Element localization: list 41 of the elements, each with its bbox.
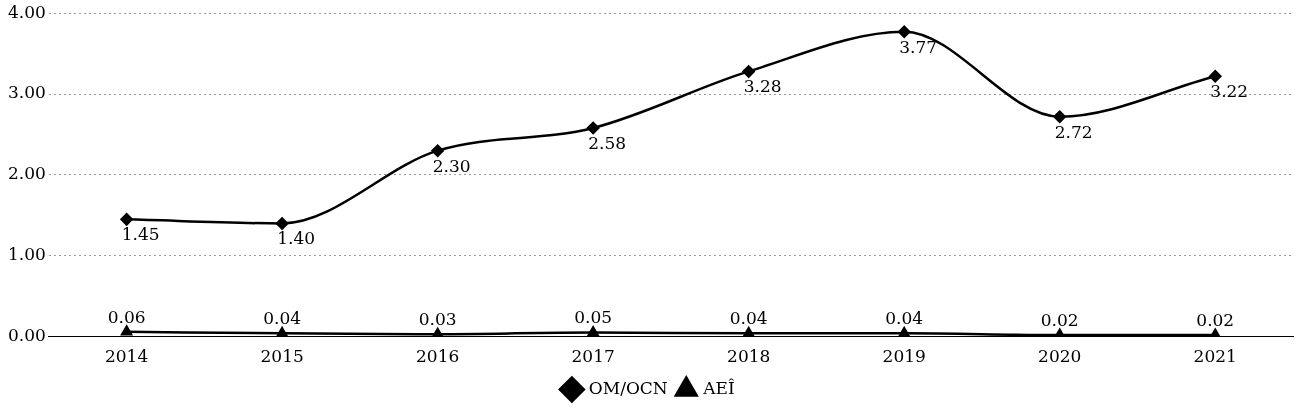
- data-label: 0.03: [418, 309, 457, 330]
- point: [586, 121, 600, 135]
- data-label: 0.04: [885, 308, 924, 329]
- point: [120, 213, 133, 226]
- point: [431, 144, 444, 157]
- x-tick-label: 2016: [416, 346, 460, 367]
- point: [742, 65, 755, 78]
- data-label: 0.02: [1040, 309, 1079, 330]
- x-tick-label: 2020: [1038, 346, 1082, 367]
- data-label: 3.77: [899, 36, 938, 57]
- y-tick-label: 0.00: [7, 325, 46, 346]
- x-tick-label: 2021: [1193, 346, 1237, 367]
- data-label: 0.02: [1196, 309, 1235, 330]
- x-tick-label: 2017: [571, 346, 615, 367]
- point: [1208, 70, 1222, 83]
- point: [275, 217, 289, 230]
- data-label: 0.04: [729, 308, 768, 329]
- data-label: 2.72: [1054, 121, 1093, 142]
- x-tick-label: 2014: [104, 346, 149, 367]
- data-label: 3.28: [743, 76, 782, 97]
- x-tick-label: 2018: [727, 346, 771, 367]
- y-tick-label: 4.00: [7, 1, 46, 22]
- point: [121, 325, 133, 336]
- y-tick-label: 3.00: [7, 82, 46, 103]
- data-label: 2.58: [588, 132, 627, 153]
- point: [1053, 110, 1066, 123]
- x-tick-label: 2019: [882, 346, 926, 367]
- legend-label: OM/OCN: [588, 377, 668, 398]
- data-label: 3.22: [1210, 81, 1249, 102]
- data-label: 1.40: [277, 228, 316, 249]
- point: [897, 25, 911, 39]
- y-tick-label: 1.00: [7, 244, 46, 265]
- y-tick-label: 2.00: [7, 163, 46, 184]
- point: [587, 326, 599, 337]
- data-label: 0.05: [574, 307, 613, 328]
- data-label: 0.06: [107, 306, 146, 327]
- data-label: 2.30: [432, 155, 471, 176]
- legend-label: AEÎ: [702, 377, 735, 398]
- x-tick-label: 2015: [260, 346, 304, 367]
- data-label: 0.04: [263, 308, 302, 329]
- data-label: 1.45: [121, 224, 160, 245]
